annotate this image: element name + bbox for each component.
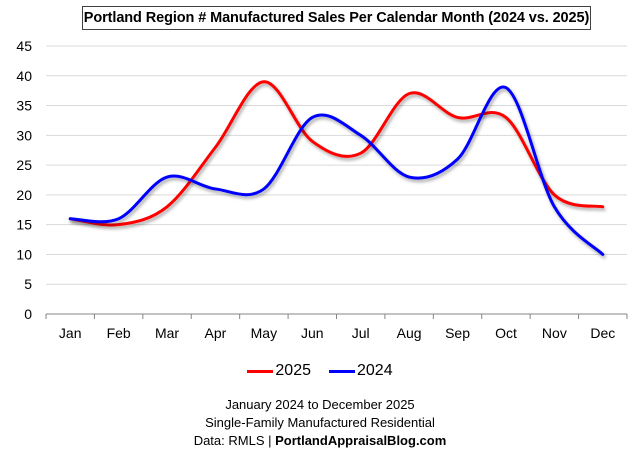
y-tick-label: 10 bbox=[16, 246, 32, 262]
y-tick-label: 20 bbox=[16, 187, 32, 203]
footer-date-range: January 2024 to December 2025 bbox=[225, 397, 415, 412]
footer-source-site: PortlandAppraisalBlog.com bbox=[275, 433, 447, 448]
y-tick-label: 15 bbox=[16, 217, 32, 233]
x-tick-label: Feb bbox=[107, 325, 131, 341]
y-tick-label: 45 bbox=[16, 38, 32, 54]
y-tick-label: 40 bbox=[16, 68, 32, 84]
x-axis: Jan Feb Mar Apr May Jun Jul Aug Sep Oct Nov Dec bbox=[45, 313, 628, 341]
x-tick-label: Jan bbox=[59, 325, 82, 341]
footer-property-type: Single-Family Manufactured Residential bbox=[205, 415, 435, 430]
gridlines bbox=[46, 45, 627, 285]
x-tick-label: May bbox=[251, 325, 277, 341]
legend-label-2025: 2025 bbox=[275, 362, 311, 379]
x-tick-label: Dec bbox=[590, 325, 615, 341]
x-tick-label: Mar bbox=[155, 325, 179, 341]
legend-item-2025: 2025 bbox=[247, 362, 311, 380]
legend-swatch-2025 bbox=[247, 369, 274, 373]
line-chart: 0 5 10 15 20 25 30 35 40 45 Jan Feb Mar Apr May Jun Jul… bbox=[16, 38, 628, 341]
y-tick-label: 5 bbox=[24, 276, 32, 292]
legend-item-2024: 2024 bbox=[329, 362, 393, 380]
legend-swatch-2024 bbox=[329, 369, 355, 373]
x-tick-label: Jun bbox=[301, 325, 324, 341]
x-tick-label: Nov bbox=[542, 325, 567, 341]
x-tick-label: Aug bbox=[397, 325, 422, 341]
series-line-2024 bbox=[68, 85, 605, 256]
footer-source-prefix: Data: RMLS | bbox=[193, 433, 276, 448]
chart-footer: January 2024 to December 2025 Single-Fam… bbox=[0, 396, 640, 450]
legend-label-2024: 2024 bbox=[357, 362, 393, 379]
series-line-2025 bbox=[68, 80, 605, 227]
y-tick-label: 30 bbox=[16, 127, 32, 143]
x-tick-label: Oct bbox=[495, 325, 517, 341]
x-tick-label: Sep bbox=[445, 325, 470, 341]
chart-title: Portland Region # Manufactured Sales Per… bbox=[82, 6, 591, 30]
y-tick-label: 0 bbox=[24, 306, 32, 322]
y-tick-label: 25 bbox=[16, 157, 32, 173]
x-tick-label: Apr bbox=[205, 325, 227, 341]
footer-source: Data: RMLS | PortlandAppraisalBlog.com bbox=[0, 432, 640, 450]
y-axis: 0 5 10 15 20 25 30 35 40 45 bbox=[16, 38, 32, 322]
series-lines bbox=[68, 80, 605, 256]
x-tick-label: Jul bbox=[352, 325, 370, 341]
y-tick-label: 35 bbox=[16, 98, 32, 114]
legend: 2025 2024 bbox=[0, 362, 640, 380]
